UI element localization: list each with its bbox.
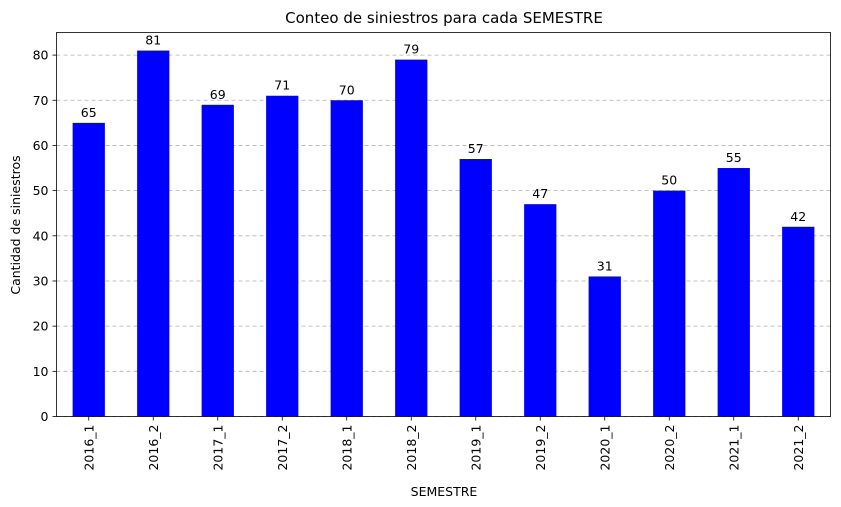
data-label-2019_2: 47 (532, 186, 548, 201)
bar-2018_1 (330, 100, 363, 417)
y-tick-label: 60 (33, 138, 49, 153)
y-tick-label: 50 (33, 183, 49, 198)
x-axis-label: SEMESTRE (411, 484, 478, 499)
x-tick-label-2019_2: 2019_2 (533, 425, 548, 471)
bar-2017_1 (201, 104, 234, 417)
chart-title: Conteo de siniestros para cada SEMESTRE (285, 9, 603, 27)
y-tick-label: 30 (33, 273, 49, 288)
data-label-2018_2: 79 (403, 42, 419, 57)
data-label-2017_1: 69 (210, 87, 226, 102)
bar-2019_2 (524, 204, 557, 417)
y-tick-label: 10 (33, 364, 49, 379)
y-tick-label: 70 (33, 93, 49, 108)
bars (72, 50, 815, 417)
x-tick-label-2016_2: 2016_2 (146, 425, 161, 471)
data-label-2017_2: 71 (274, 78, 290, 93)
x-tick-label-2017_2: 2017_2 (275, 425, 290, 471)
x-tick-label-2020_2: 2020_2 (662, 425, 677, 471)
y-tick-label: 20 (33, 319, 49, 334)
bar-2021_1 (717, 168, 750, 417)
bar-2016_2 (137, 50, 170, 417)
y-tick-label: 40 (33, 228, 49, 243)
bar-2019_1 (459, 158, 492, 417)
data-label-2016_1: 65 (81, 105, 97, 120)
bar-2021_2 (782, 226, 815, 417)
axes: 0 10 20 30 40 50 60 70 80 2016_1 2016_2 2017_1 2017_… (33, 32, 831, 471)
data-label-2018_1: 70 (339, 82, 355, 97)
data-label-2021_1: 55 (726, 150, 742, 165)
bar-2017_2 (266, 95, 299, 417)
data-label-2020_1: 31 (597, 258, 613, 273)
x-tick-label-2018_2: 2018_2 (404, 425, 419, 471)
data-labels: 65 81 69 71 70 79 57 47 31 50 55 42 (81, 33, 806, 274)
bar-2020_1 (588, 276, 621, 417)
data-label-2019_1: 57 (468, 141, 484, 156)
x-tick-label-2018_1: 2018_1 (339, 425, 354, 471)
plot-frame (56, 32, 831, 417)
bar-2018_2 (395, 59, 428, 417)
y-tick-label: 80 (33, 48, 49, 63)
data-label-2016_2: 81 (145, 33, 161, 48)
bar-2016_1 (72, 122, 105, 417)
data-label-2021_2: 42 (790, 209, 806, 224)
bar-2020_2 (653, 190, 686, 417)
data-label-2020_2: 50 (661, 173, 677, 188)
x-tick-label-2019_1: 2019_1 (468, 425, 483, 471)
x-tick-label-2016_1: 2016_1 (81, 425, 96, 471)
y-axis-label: Cantidad de siniestros (8, 155, 23, 294)
y-tick-label: 0 (41, 409, 49, 424)
x-tick-label-2021_2: 2021_2 (791, 425, 806, 471)
gridlines (56, 54, 831, 417)
x-tick-label-2021_1: 2021_1 (726, 425, 741, 471)
x-tick-label-2017_1: 2017_1 (210, 425, 225, 471)
x-tick-label-2020_1: 2020_1 (597, 425, 612, 471)
